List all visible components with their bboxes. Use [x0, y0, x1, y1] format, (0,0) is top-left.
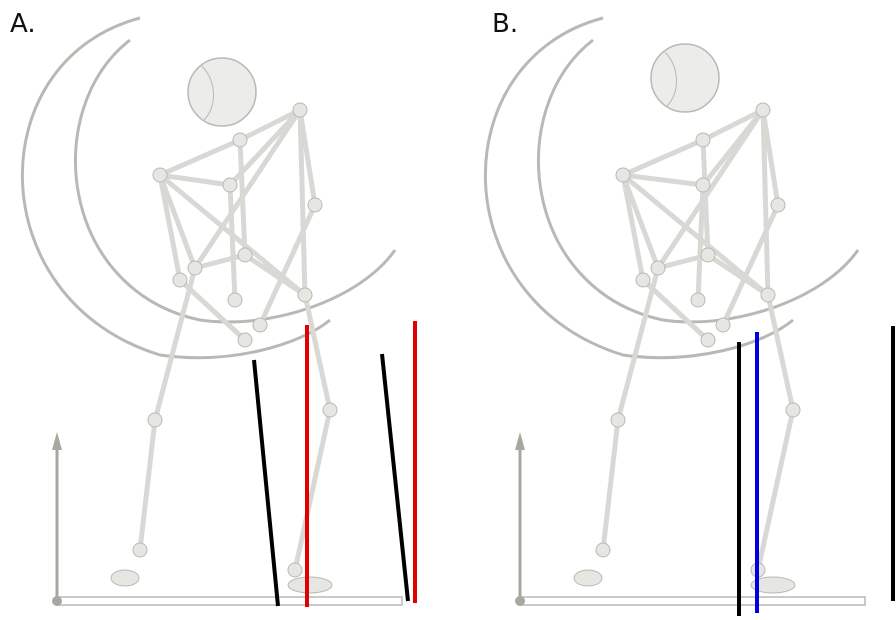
- joint: [596, 543, 610, 557]
- foot: [111, 570, 139, 586]
- joint: [771, 198, 785, 212]
- joint: [611, 413, 625, 427]
- floor-bar: [57, 597, 402, 605]
- joint: [716, 318, 730, 332]
- joint: [323, 403, 337, 417]
- joint: [761, 288, 775, 302]
- panel-label: A.: [10, 9, 36, 39]
- joint: [636, 273, 650, 287]
- joint: [253, 318, 267, 332]
- joint: [701, 333, 715, 347]
- panel-label: B.: [492, 9, 518, 39]
- joint: [233, 133, 247, 147]
- floor-bar: [520, 597, 865, 605]
- foot: [288, 577, 332, 593]
- joint: [228, 293, 242, 307]
- joint: [786, 403, 800, 417]
- joint: [148, 413, 162, 427]
- page: A. B. (() => { const data = JSON.parse(d…: [0, 0, 896, 620]
- joint: [616, 168, 630, 182]
- joint: [651, 261, 665, 275]
- joint: [308, 198, 322, 212]
- foot: [574, 570, 602, 586]
- joint: [153, 168, 167, 182]
- joint: [691, 293, 705, 307]
- joint: [696, 178, 710, 192]
- head: [651, 44, 719, 112]
- joint: [756, 103, 770, 117]
- origin: [515, 596, 525, 606]
- joint: [293, 103, 307, 117]
- joint: [173, 273, 187, 287]
- joint: [238, 333, 252, 347]
- joint: [133, 543, 147, 557]
- joint: [188, 261, 202, 275]
- origin: [52, 596, 62, 606]
- joint: [223, 178, 237, 192]
- joint: [298, 288, 312, 302]
- figure: A. B.: [0, 0, 896, 620]
- joint: [238, 248, 252, 262]
- joint: [288, 563, 302, 577]
- joint: [696, 133, 710, 147]
- head: [188, 58, 256, 126]
- joint: [701, 248, 715, 262]
